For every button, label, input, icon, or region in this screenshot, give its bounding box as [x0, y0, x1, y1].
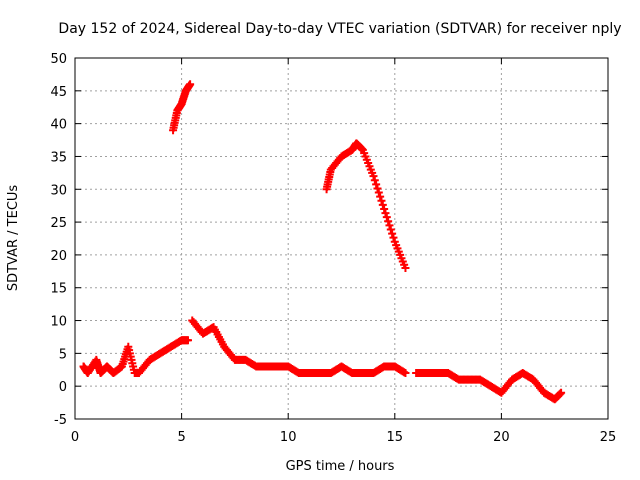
y-tick-label: 35	[50, 150, 67, 165]
y-tick-label: -5	[54, 413, 67, 428]
y-tick-label: 25	[50, 216, 67, 231]
y-tick-label: 30	[50, 183, 67, 198]
data-point	[372, 180, 381, 189]
data-point	[186, 80, 195, 89]
data-point	[377, 196, 386, 205]
y-tick-label: 15	[50, 282, 67, 297]
x-axis-label: GPS time / hours	[286, 459, 395, 474]
x-tick-label: 10	[280, 430, 297, 445]
data-point	[389, 233, 398, 242]
y-tick-label: 45	[50, 85, 67, 100]
data-point	[385, 221, 394, 230]
x-tick-label: 15	[387, 430, 404, 445]
y-tick-label: 40	[50, 118, 67, 133]
y-axis-label: SDTVAR / TECUs	[6, 185, 21, 292]
y-tick-label: 5	[59, 347, 67, 362]
x-tick-label: 25	[600, 430, 617, 445]
x-tick-label: 20	[493, 430, 510, 445]
data-point	[382, 213, 391, 222]
series-mid-low	[188, 316, 410, 378]
data-point	[378, 200, 387, 209]
y-tick-label: 10	[50, 315, 67, 330]
data-point	[373, 184, 382, 193]
chart-title: Day 152 of 2024, Sidereal Day-to-day VTE…	[58, 21, 621, 37]
data-point	[384, 217, 393, 226]
data-point	[381, 209, 390, 218]
data-point	[374, 188, 383, 197]
x-tick-label: 0	[71, 430, 79, 445]
y-tick-label: 0	[59, 380, 67, 395]
data-point	[388, 229, 397, 238]
series-late-low	[412, 369, 566, 404]
data-point	[557, 388, 566, 397]
data-point	[401, 264, 410, 273]
series-afternoon-arc	[322, 139, 410, 273]
series-morning-arc	[169, 80, 195, 135]
data-point	[380, 204, 389, 213]
data-point	[376, 192, 385, 201]
data-marks	[79, 80, 566, 404]
data-point	[386, 225, 395, 234]
data-point	[370, 176, 379, 185]
y-tick-label: 50	[50, 52, 67, 67]
axis-ticks: 0 5 10 15 20 25 -5 0 5 10 15 20 25 30 35 40 45 50	[50, 52, 616, 445]
data-point	[183, 336, 192, 345]
x-tick-label: 5	[177, 430, 185, 445]
y-tick-label: 20	[50, 249, 67, 264]
series-early-low	[79, 336, 192, 378]
data-point	[401, 369, 410, 378]
plot-frame	[74, 57, 609, 420]
data-point	[369, 172, 378, 181]
